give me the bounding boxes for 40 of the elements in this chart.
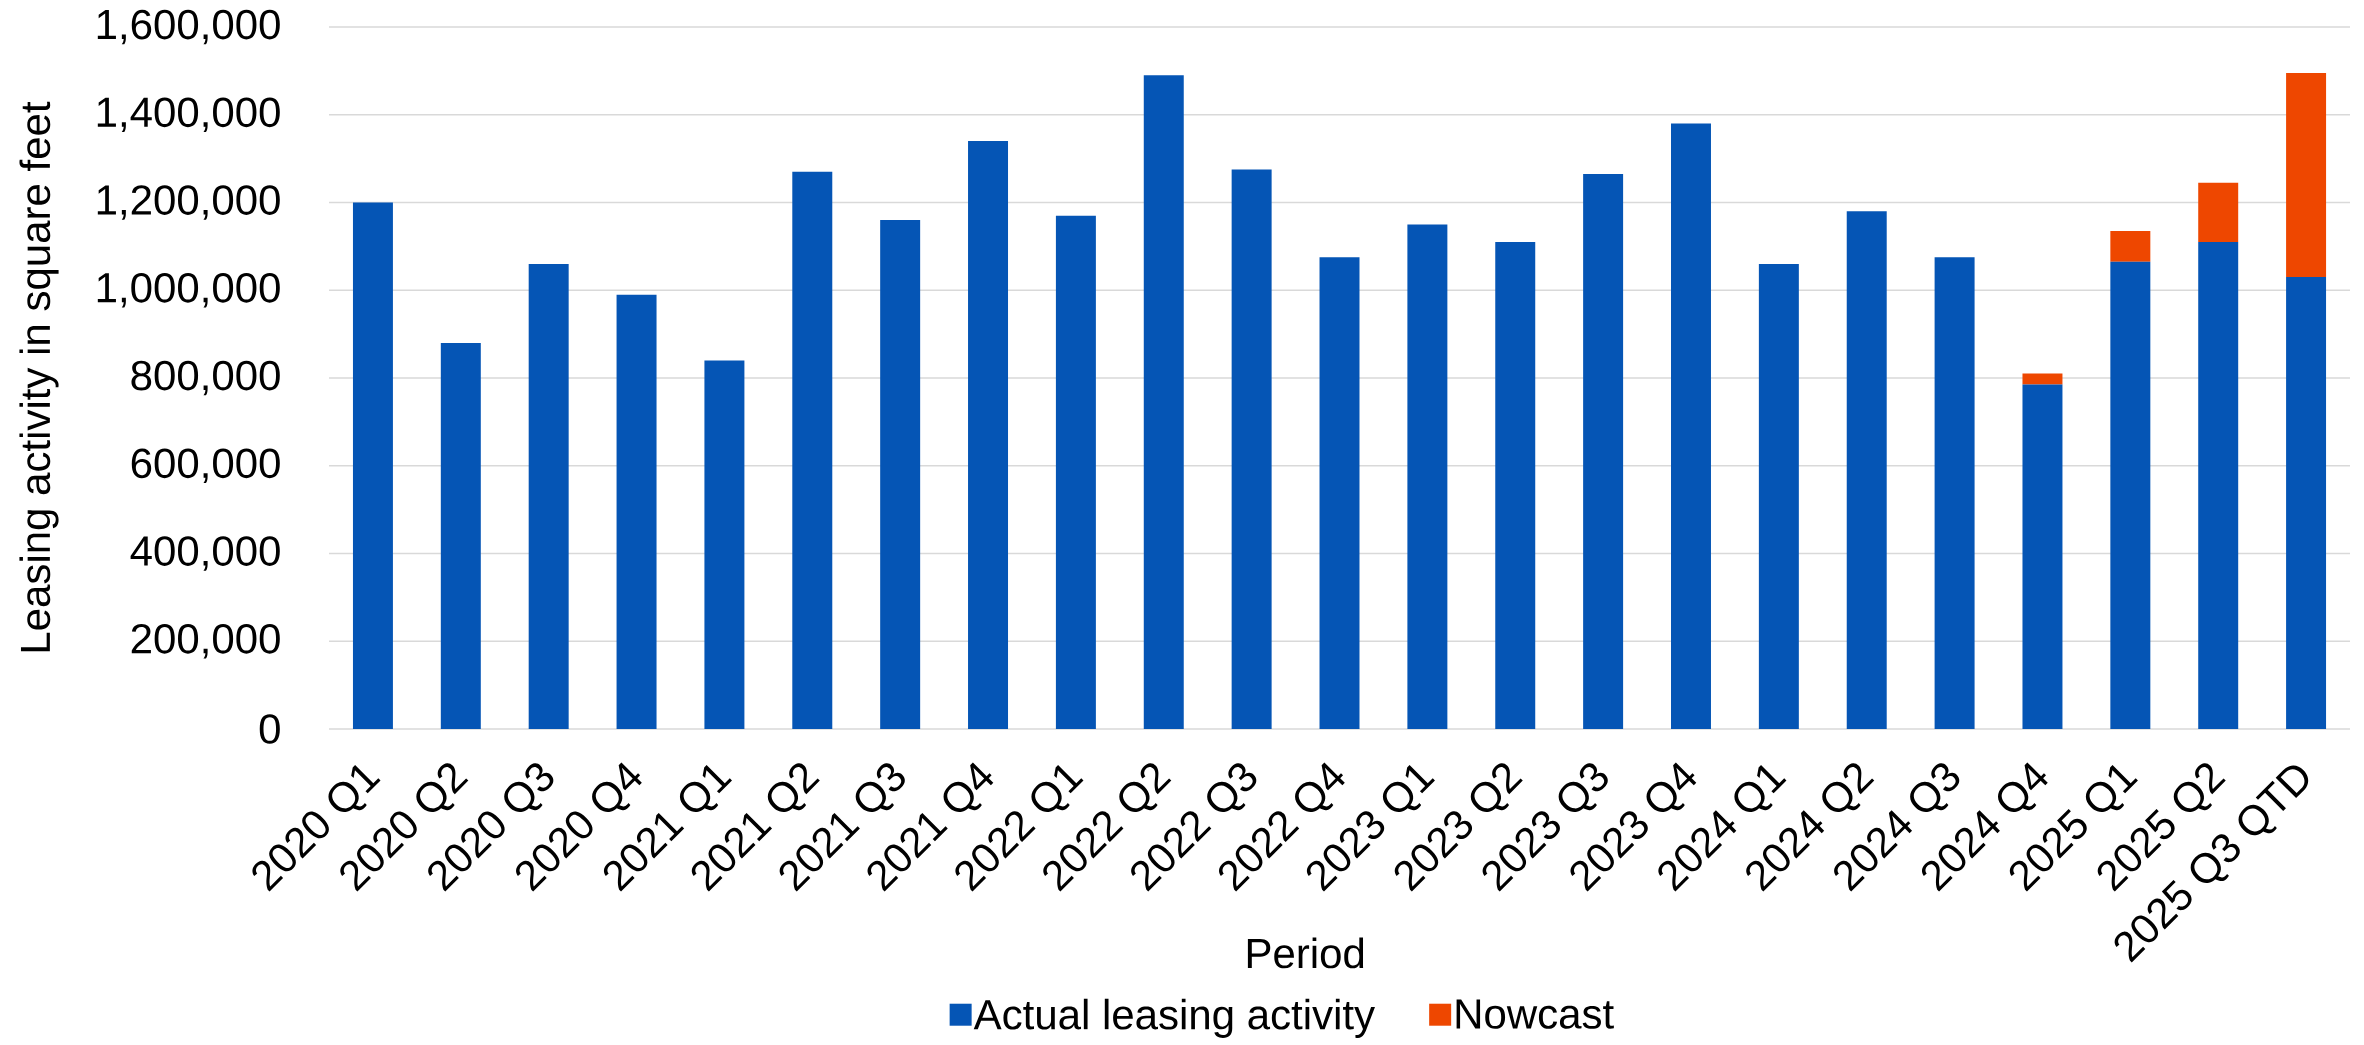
bar [1583,173,1624,729]
bar [2198,182,2239,242]
bar [704,360,745,729]
bar [1934,257,1975,729]
bar [792,171,833,729]
y-tick-label: 200,000 [131,623,280,659]
legend-label: Nowcast [1456,999,1614,1029]
bar [1055,215,1096,729]
x-axis-title: Period [1247,937,1364,969]
legend-label: Actual leasing activity [973,998,1375,1038]
bar [880,220,921,729]
y-tick-label: 1,600,000 [97,9,280,45]
bar [352,202,393,729]
bar [1407,224,1448,729]
bar [616,294,657,729]
bar [1846,211,1887,729]
bar [2198,241,2239,729]
bar [2286,73,2327,278]
bar [440,342,481,729]
y-tick-label: 1,200,000 [97,185,280,220]
bar [2286,277,2327,729]
bar [528,263,569,729]
bar [1319,257,1360,729]
y-tick-label: 1,000,000 [97,272,280,308]
bar [1758,263,1799,729]
bar [1231,169,1272,729]
y-axis-title: Leasing activity in square feet [19,101,59,652]
y-tick-label: 0 [259,714,280,744]
bar [2022,384,2063,729]
y-tick-label: 600,000 [131,448,280,484]
bar [1671,123,1711,729]
bar [1143,75,1184,729]
y-tick-label: 400,000 [130,536,280,571]
bar [2110,231,2151,262]
bar [2022,373,2063,385]
bar [968,141,1009,729]
y-tick-label: 1,400,000 [97,97,280,133]
bar [2110,261,2151,729]
bar [1495,241,1536,729]
y-tick-label: 800,000 [131,360,280,396]
